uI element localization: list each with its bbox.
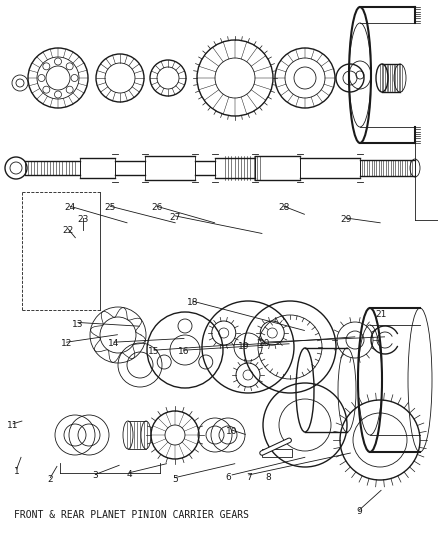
Text: 12: 12 [61, 340, 72, 348]
Text: 3: 3 [92, 472, 99, 480]
Text: 20: 20 [258, 340, 269, 348]
Text: 11: 11 [7, 421, 19, 430]
Text: 28: 28 [278, 204, 290, 212]
Text: 2: 2 [48, 475, 53, 484]
Text: 13: 13 [72, 320, 84, 328]
Text: 19: 19 [238, 342, 249, 351]
Ellipse shape [408, 308, 432, 452]
Text: 25: 25 [105, 204, 116, 212]
Text: 5: 5 [172, 475, 178, 484]
Text: 27: 27 [170, 213, 181, 222]
Text: 26: 26 [151, 204, 162, 212]
Text: 1: 1 [14, 467, 20, 476]
Text: 29: 29 [340, 215, 352, 224]
Text: 24: 24 [64, 204, 76, 212]
Text: 7: 7 [246, 473, 252, 481]
Ellipse shape [394, 64, 406, 92]
Text: 21: 21 [375, 310, 387, 319]
Text: 6: 6 [225, 473, 231, 481]
Text: 10: 10 [226, 427, 238, 436]
Text: 16: 16 [178, 348, 190, 356]
Bar [262, 449, 292, 457]
Text: 8: 8 [265, 473, 271, 481]
Text: 23: 23 [78, 215, 89, 224]
Text: 14: 14 [108, 340, 120, 348]
Text: FRONT & REAR PLANET PINION CARRIER GEARS: FRONT & REAR PLANET PINION CARRIER GEARS [14, 510, 249, 520]
Text: 22: 22 [62, 226, 74, 235]
Text: 18: 18 [187, 298, 198, 307]
Ellipse shape [338, 348, 356, 432]
Text: 15: 15 [148, 348, 160, 356]
Text: 9: 9 [356, 507, 362, 516]
Ellipse shape [141, 421, 151, 449]
Text: 4: 4 [127, 470, 132, 479]
